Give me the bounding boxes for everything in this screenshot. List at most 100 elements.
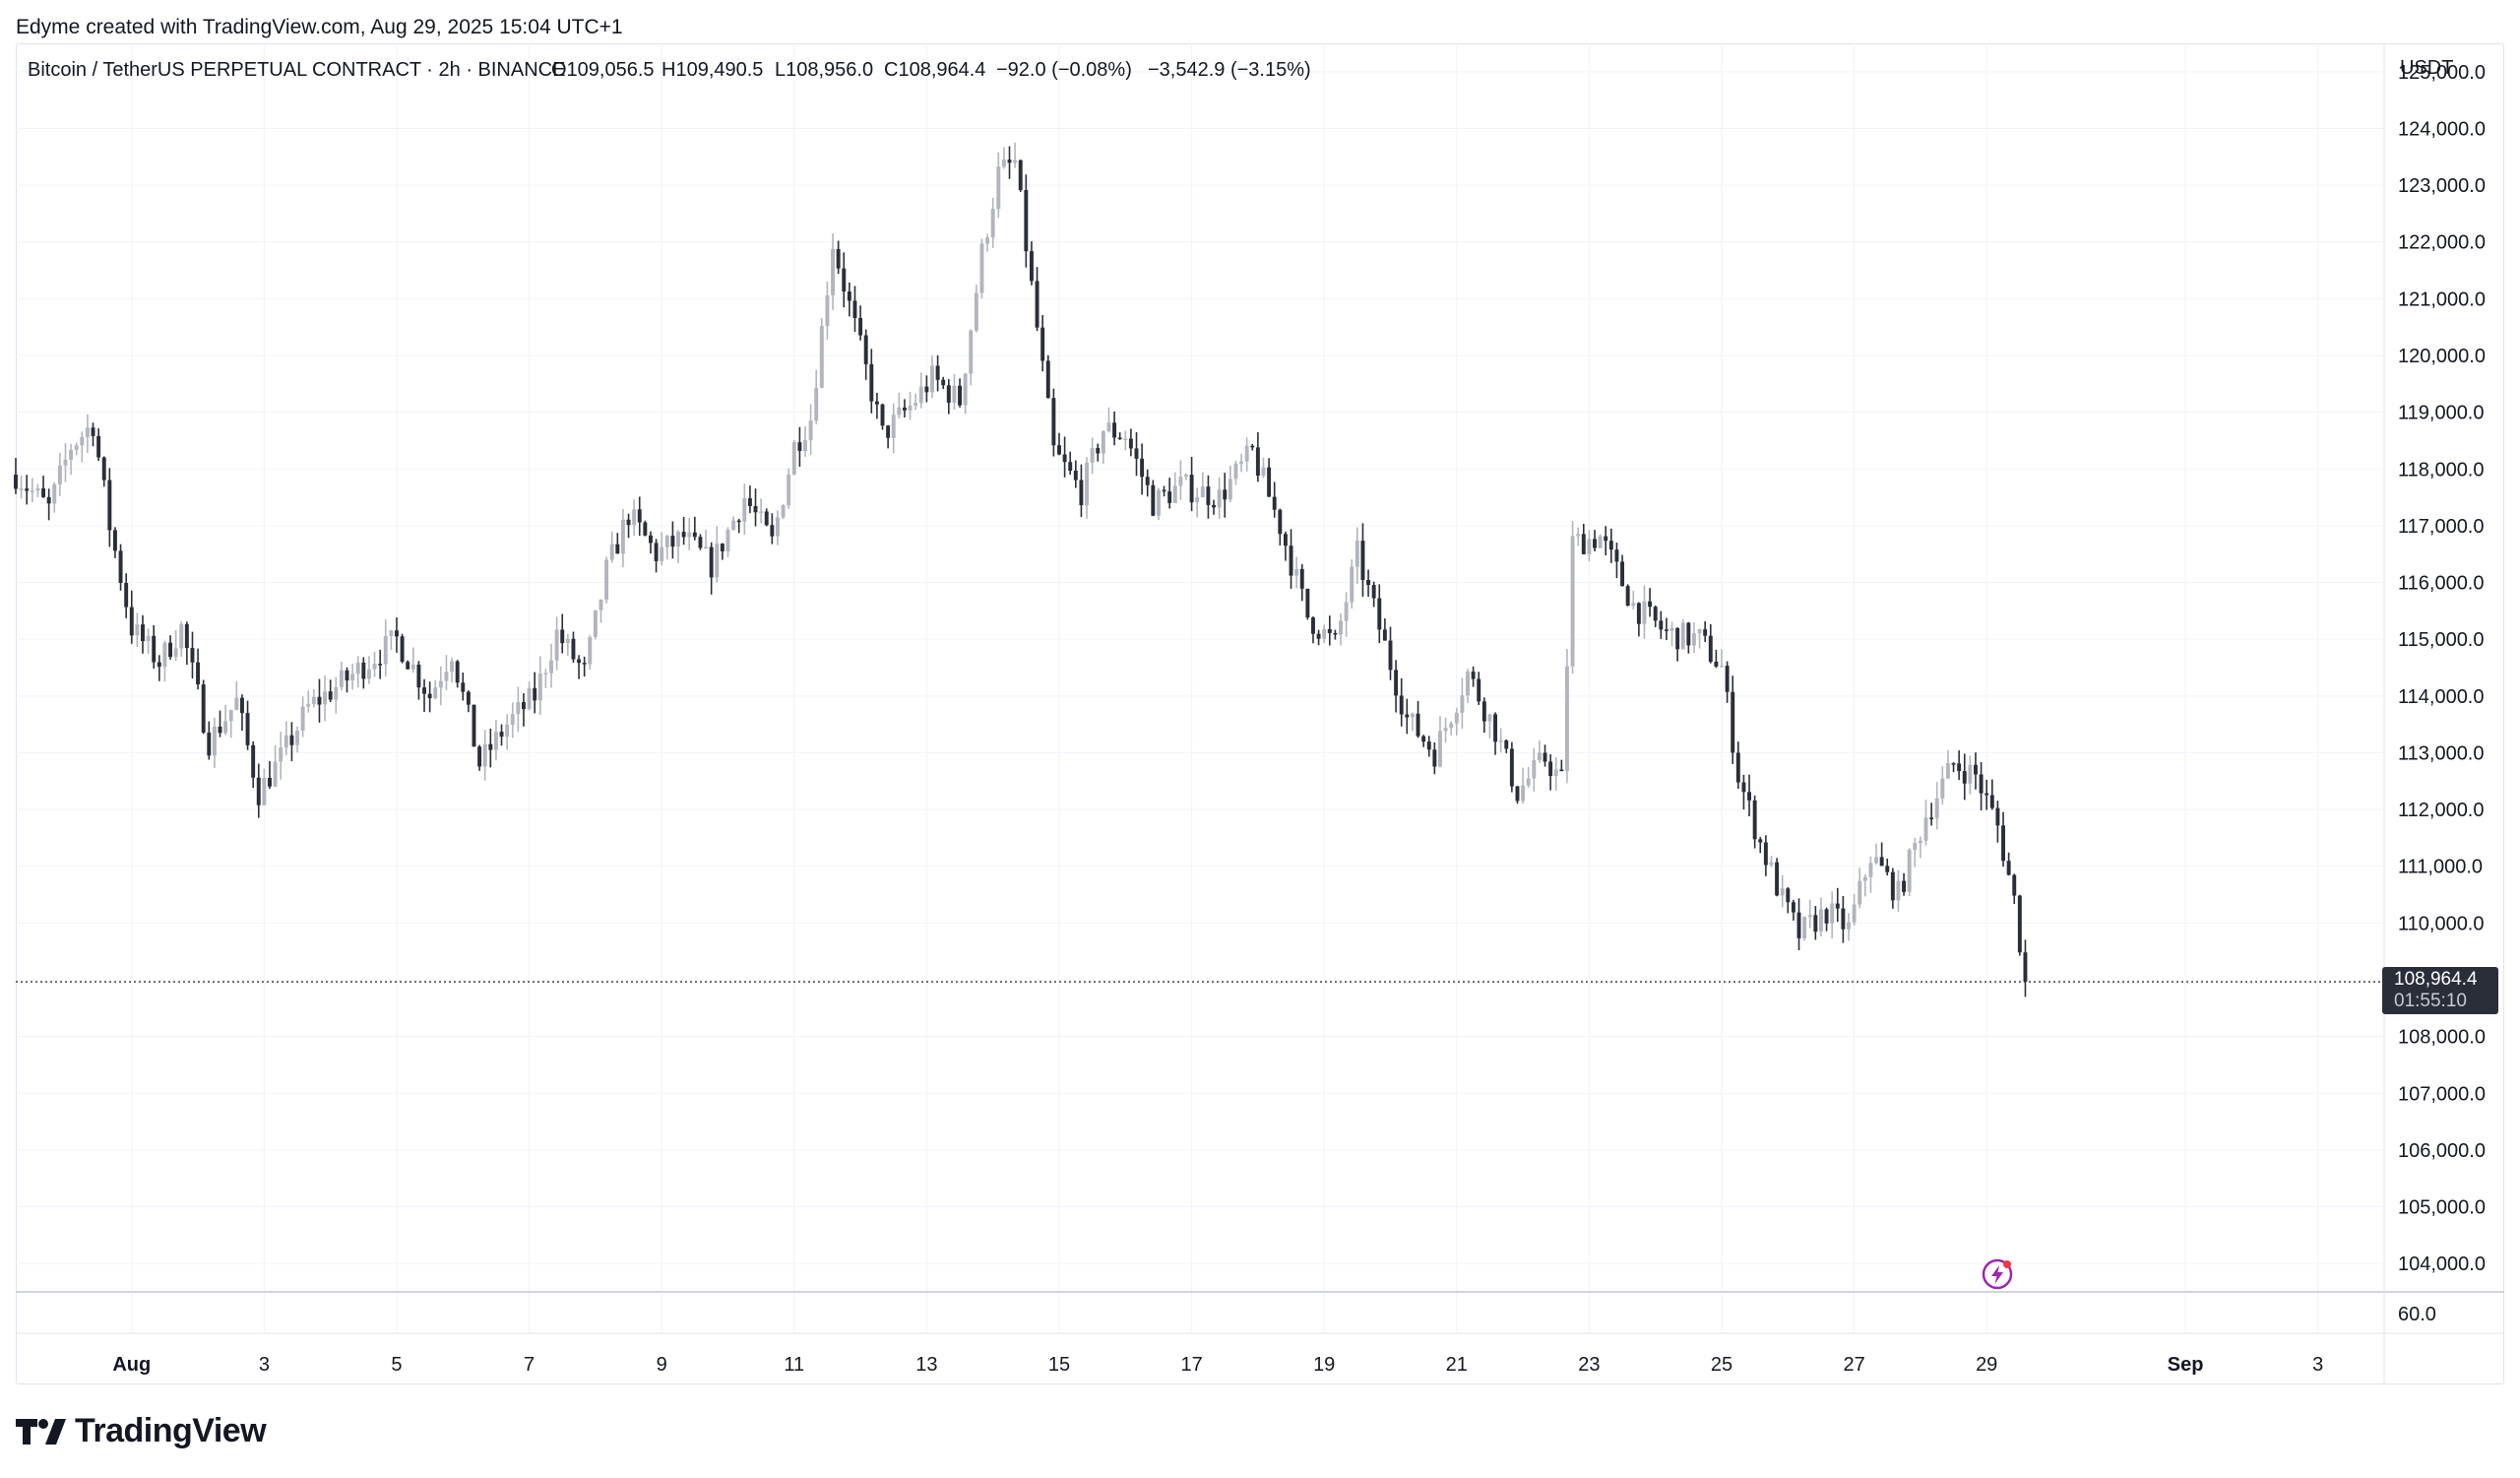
candle-body <box>1481 701 1486 722</box>
legend-change-total: −3,542.9 (−3.15%) <box>1148 59 1311 81</box>
candle-body <box>952 385 957 403</box>
candle-body <box>1344 602 1349 621</box>
candle-body <box>334 686 339 700</box>
candle-body <box>543 673 548 675</box>
time-tick-label: 23 <box>1578 1354 1600 1376</box>
candle-body <box>499 732 504 738</box>
candle-body <box>914 403 918 406</box>
candle-body <box>1940 778 1945 799</box>
candle-body <box>112 530 117 551</box>
candle-body <box>1018 160 1023 191</box>
candle-body <box>604 559 609 600</box>
candle-body <box>383 635 388 665</box>
candle-body <box>787 474 791 506</box>
candle-body <box>1350 566 1354 603</box>
time-tick-label: Sep <box>2168 1354 2204 1376</box>
candle-body <box>654 543 659 561</box>
candle-body <box>1818 909 1823 932</box>
candle-body <box>482 743 487 767</box>
candle-body <box>118 550 123 584</box>
candle-body <box>455 661 460 683</box>
candle-body <box>1691 633 1696 646</box>
candle-body <box>554 629 559 661</box>
candle-body <box>1289 546 1293 576</box>
candle-body <box>582 663 587 665</box>
candle-body <box>715 544 720 578</box>
candle-body <box>477 746 482 767</box>
candle-body <box>168 642 172 658</box>
candle-body <box>129 607 134 636</box>
candle-body <box>1731 691 1735 753</box>
candle-body <box>549 660 553 674</box>
chart-grid <box>16 43 2384 1333</box>
time-tick-label: 3 <box>259 1354 270 1376</box>
candle-body <box>1747 792 1751 801</box>
candle-body <box>1648 601 1653 608</box>
candle-body <box>1278 509 1283 535</box>
candle-body <box>1079 480 1084 506</box>
candle-body <box>1543 752 1547 762</box>
legend-high: H109,490.5 <box>662 59 763 81</box>
currency-label[interactable]: USDT <box>2400 57 2453 79</box>
lightning-icon[interactable] <box>1981 1257 2014 1291</box>
candle-body <box>742 498 747 522</box>
candle-body <box>1140 458 1145 478</box>
header-caption: Edyme created with TradingView.com, Aug … <box>16 16 623 38</box>
price-tick-label: 120,000.0 <box>2398 346 2486 367</box>
candle-body <box>239 697 244 714</box>
candle-body <box>908 405 913 411</box>
candle-body <box>537 674 542 701</box>
candle-body <box>681 532 686 538</box>
candle-body <box>1504 739 1509 749</box>
candle-body <box>1339 620 1343 635</box>
candle-body <box>1426 741 1431 750</box>
candle-body <box>2012 874 2017 896</box>
candle-body <box>979 243 984 293</box>
time-tick-label: 11 <box>784 1354 804 1376</box>
candle-body <box>1979 774 1984 794</box>
candle-body <box>438 680 443 688</box>
candle-body <box>649 535 653 544</box>
candle-body <box>1029 251 1034 282</box>
candle-body <box>466 691 471 705</box>
candle-body <box>670 536 675 547</box>
candle-body <box>1686 622 1691 646</box>
candle-body <box>35 487 40 491</box>
chart-frame[interactable] <box>16 43 2504 1384</box>
candle-body <box>1570 536 1575 667</box>
candle-body <box>1250 445 1255 448</box>
candle-body <box>842 268 847 292</box>
candle-body <box>1405 714 1410 718</box>
candle-body <box>279 747 284 762</box>
candle-body <box>1697 629 1702 634</box>
candle-body <box>1653 607 1658 621</box>
candle-body <box>1360 541 1365 580</box>
candle-body <box>30 490 34 492</box>
candle-body <box>350 674 355 681</box>
price-chart[interactable]: 125,000.0 124,000.0 123,000.0 122,000.0 121,… <box>0 0 2520 1408</box>
candle-body <box>791 442 796 475</box>
tradingview-logo[interactable]: TradingView <box>16 1412 267 1450</box>
candle-body <box>1957 763 1962 772</box>
legend-open: O109,056.5 <box>551 59 655 81</box>
candle-body <box>1106 422 1111 431</box>
candle-body <box>1035 281 1040 328</box>
candle-body <box>632 509 637 526</box>
candle-body <box>2006 861 2011 875</box>
time-axis-ticks: Aug 3 5 7 9 11 13 15 17 19 21 23 25 27 29 Sep 3 <box>112 1354 2323 1376</box>
tradingview-logo-icon <box>16 1418 66 1445</box>
candle-body <box>1608 541 1613 550</box>
candle-body <box>698 537 703 548</box>
candle-body <box>996 166 1001 210</box>
candle-body <box>1145 477 1150 485</box>
candle-body <box>1471 672 1476 679</box>
time-tick-label: 17 <box>1180 1354 1202 1376</box>
candle-body <box>1564 666 1569 772</box>
candle-body <box>1316 633 1321 639</box>
candle-body <box>1636 603 1641 624</box>
candle-body <box>2017 895 2022 953</box>
candle-body <box>268 777 272 787</box>
price-tick-label: 104,000.0 <box>2398 1253 2486 1275</box>
candle-body <box>355 662 360 675</box>
candle-body <box>1796 912 1801 938</box>
